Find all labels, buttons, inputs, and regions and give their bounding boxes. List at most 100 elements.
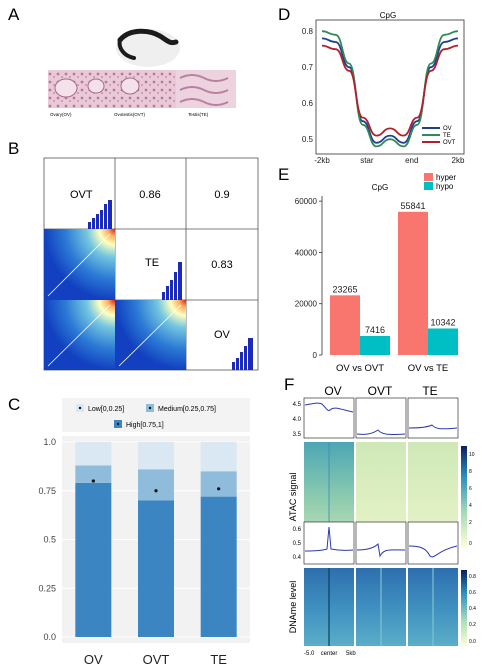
cbar1-tick: 8 xyxy=(469,469,472,475)
cbar1-tick: 0 xyxy=(469,541,472,547)
group-label-ov-vs-ovt: OV vs OVT xyxy=(336,363,384,374)
legend-label-low: Low[0,0.25] xyxy=(88,406,124,413)
chart-c-bar-segment xyxy=(200,496,237,637)
oocyte-shape xyxy=(54,78,78,98)
correlation-ovt-te: 0.86 xyxy=(139,189,160,201)
profile-line-ovt xyxy=(356,429,406,435)
histogram-te xyxy=(162,262,182,300)
chart-c-bar-segment xyxy=(138,500,174,637)
chart-c-y-tick: 0.0 xyxy=(43,632,56,642)
legend-swatch-hyper xyxy=(424,173,433,181)
chart-d-plot: 0.5 0.6 0.7 0.8 -2kb star end 2kb xyxy=(302,19,465,165)
chart-c-bar-segment xyxy=(200,471,237,497)
chart-d-legend: OV TE OVT xyxy=(422,126,456,146)
colorbar-dname xyxy=(461,570,467,646)
legend-dot xyxy=(148,406,152,410)
column-label-ovt: OVT xyxy=(368,384,393,398)
column-label-te: TE xyxy=(422,384,437,398)
column-label-ov: OV xyxy=(324,384,341,398)
cbar1-tick: 10 xyxy=(469,452,475,458)
cbar2-tick: 0.4 xyxy=(469,606,476,612)
chart-d-y-tick: 0.6 xyxy=(302,99,314,108)
chart-c-bar-segment xyxy=(138,469,174,501)
legend-label-te: TE xyxy=(443,133,451,139)
group-label-ov-vs-te: OV vs TE xyxy=(408,363,448,374)
diagonal-line xyxy=(47,233,111,297)
panel-d: D CpG 0.5 0.6 0.7 0.8 -2kb star end 2kb OV TE O… xyxy=(278,5,465,165)
tissue-label-ovary: Ovary(OV) xyxy=(50,112,72,117)
chart-d-line-te xyxy=(321,30,459,148)
chart-e-y-tick: 60000 xyxy=(295,197,318,206)
row-label-dname: DNAme level xyxy=(288,581,298,634)
cbar1-tick: 6 xyxy=(469,486,472,492)
legend-dot xyxy=(78,406,82,410)
panel-b: B OVT TE OV 0.86 0.9 0.83 xyxy=(8,139,259,371)
chart-d-x-tick: -2kb xyxy=(314,156,330,165)
diagonal-line xyxy=(47,304,111,367)
panel-e: E CpG hyper hypo 0 20000 40000 60000 23265 74… xyxy=(278,165,458,374)
chart-d-y-tick: 0.8 xyxy=(302,27,314,36)
profile-line-ov xyxy=(304,402,354,413)
chart-c-y-tick: 1.0 xyxy=(43,437,56,447)
colorbar-atac xyxy=(461,446,467,548)
profile-box-te xyxy=(407,397,459,439)
cbar2-tick: 0.0 xyxy=(469,639,476,645)
chart-d-title: CpG xyxy=(380,11,396,20)
cbar1-tick: 4 xyxy=(469,503,472,509)
chart-d-frame xyxy=(315,19,465,155)
chart-d-line-ovt xyxy=(321,44,459,137)
chart-e-data-label: 55841 xyxy=(400,201,425,211)
chart-e-plot: 0 20000 40000 60000 23265 7416 55841 10342 xyxy=(295,196,458,360)
chart-e-bar-hypo xyxy=(360,335,390,355)
panel-letter-d: D xyxy=(278,5,290,24)
x-tick-center: center xyxy=(321,651,338,657)
chart-c-y-tick: 0.75 xyxy=(38,486,56,496)
correlation-te-ov: 0.83 xyxy=(211,259,232,271)
chart-c-mean-point xyxy=(91,479,95,483)
cbar2-tick: 0.8 xyxy=(469,574,476,580)
chart-e-title: CpG xyxy=(372,183,388,192)
chart-e-y-tick: 40000 xyxy=(295,248,318,257)
panel-letter-f: F xyxy=(284,375,294,394)
chart-c-mean-point xyxy=(217,487,221,491)
legend-label-high: High[0.75,1] xyxy=(126,422,164,429)
chart-c-x-tick: OVT xyxy=(143,652,170,667)
profile-box-ov xyxy=(303,397,355,439)
profile2-line-te xyxy=(408,545,458,558)
testis-texture xyxy=(179,74,229,106)
tissue-label-ovotestis: Ovotestis(OVT) xyxy=(114,112,146,117)
panel-letter-e: E xyxy=(278,165,289,184)
chart-c-x-tick: TE xyxy=(210,652,227,667)
x-tick-start: -5.0 xyxy=(304,651,315,657)
legend-label-ovt: OVT xyxy=(443,140,456,146)
profile2-line-ov xyxy=(304,526,354,552)
chart-e-bar-hyper xyxy=(330,295,360,355)
panel-letter-c: C xyxy=(8,395,20,414)
histogram-ovt xyxy=(88,200,112,229)
chart-c-y-tick: 0.25 xyxy=(38,583,56,593)
chart-e-y-tick: 0 xyxy=(313,351,318,360)
chart-c-mean-point xyxy=(154,489,158,493)
chart-e-data-label: 10342 xyxy=(430,317,455,327)
legend-swatch-hypo xyxy=(424,182,433,190)
chart-c-bar-segment xyxy=(75,482,112,637)
chart-c-bar-segment xyxy=(75,465,112,483)
legend-dot xyxy=(116,422,120,426)
cbar2-tick: 0.2 xyxy=(469,622,476,628)
profile-box-ovt xyxy=(355,397,407,439)
cbar2-tick: 0.6 xyxy=(469,590,476,596)
chart-c-bar-segment xyxy=(200,442,237,472)
legend-label-medium: Medium[0.25,0.75] xyxy=(158,406,216,413)
profile2-box-te xyxy=(407,521,459,565)
oocyte-shape xyxy=(120,77,140,95)
tissue-label-testis: Testis(TE) xyxy=(188,112,209,117)
panel-c: C Low[0,0.25] Medium[0.25,0.75] High[0.7… xyxy=(8,395,250,667)
chart-c-y-tick: 0.5 xyxy=(43,535,56,545)
profile2-tick: 0.5 xyxy=(293,541,302,547)
correlation-ovt-ov: 0.9 xyxy=(214,189,229,201)
sample-label-ov: OV xyxy=(214,329,231,341)
dname-heatmap-row: DNAme level 0.8 0.6 0.4 0.2 0.0 xyxy=(288,568,476,646)
chart-e-data-label: 23265 xyxy=(332,284,357,294)
worm-icon xyxy=(117,28,179,46)
